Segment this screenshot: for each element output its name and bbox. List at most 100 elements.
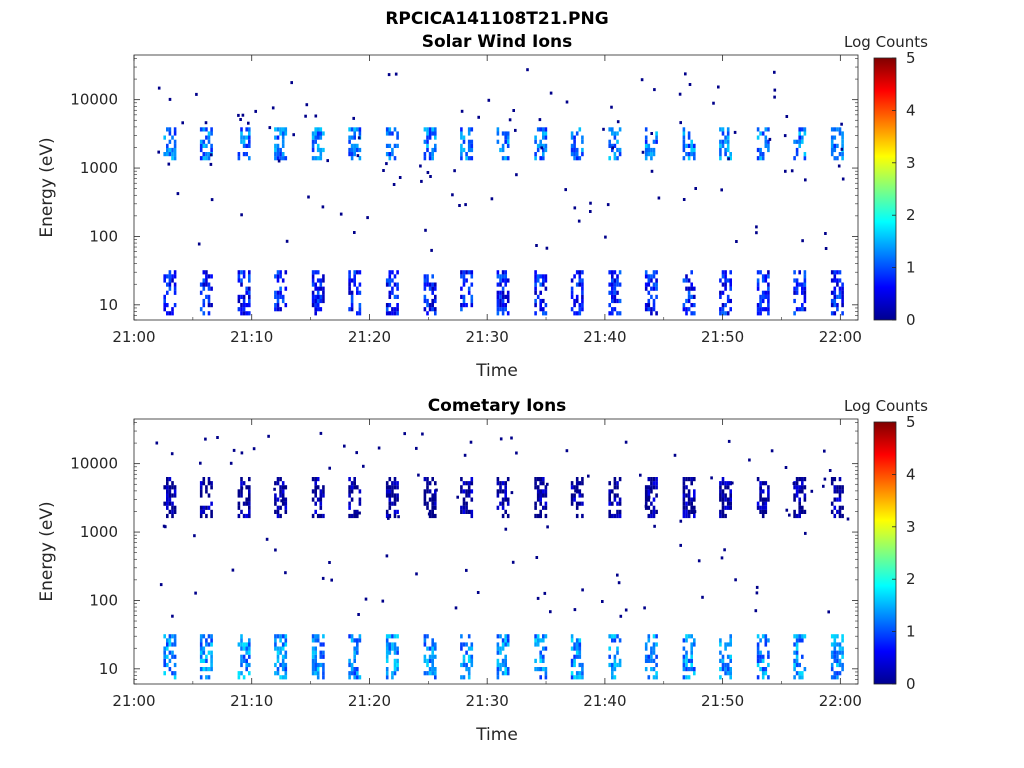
spectrogram-cell bbox=[168, 667, 172, 672]
spectrogram-cell bbox=[163, 671, 166, 676]
spectrogram-cell bbox=[719, 489, 722, 494]
spectrogram-cell bbox=[254, 109, 257, 113]
x-tick-label: 22:00 bbox=[819, 328, 862, 346]
x-tick-label: 21:00 bbox=[112, 692, 155, 710]
spectrogram-cell bbox=[506, 156, 510, 161]
spectrogram-cell bbox=[687, 307, 691, 312]
spectrogram-cell bbox=[279, 290, 282, 295]
spectrogram-cell bbox=[381, 599, 385, 603]
spectrogram-cell bbox=[504, 497, 507, 502]
spectrogram-cell bbox=[836, 278, 839, 283]
spectrogram-cell bbox=[822, 484, 825, 488]
spectrogram-cell bbox=[798, 509, 801, 514]
spectrogram-cell bbox=[276, 143, 280, 148]
spectrogram-cell bbox=[841, 139, 844, 144]
spectrogram-cell bbox=[644, 156, 648, 161]
spectrogram-cell bbox=[240, 489, 243, 494]
spectrogram-cell bbox=[542, 477, 545, 482]
spectrogram-cell bbox=[578, 307, 582, 312]
spectrogram-cell bbox=[534, 152, 537, 157]
spectrogram-cell bbox=[836, 156, 839, 161]
spectrogram-cell bbox=[281, 489, 285, 494]
spectrogram-cell bbox=[242, 139, 246, 144]
spectrogram-cell bbox=[764, 481, 768, 486]
spectrogram-cell bbox=[647, 282, 651, 287]
spectrogram-cell bbox=[274, 634, 277, 639]
spectrogram-cell bbox=[311, 497, 315, 502]
spectrogram-cell bbox=[462, 135, 466, 140]
spectrogram-cell bbox=[539, 282, 542, 287]
spectrogram-cell bbox=[650, 286, 653, 291]
spectrogram-cell bbox=[687, 493, 691, 498]
spectrogram-cell bbox=[731, 481, 734, 485]
spectrogram-cell bbox=[798, 662, 801, 668]
spectrogram-cell bbox=[830, 654, 834, 659]
spectrogram-cell bbox=[393, 642, 397, 647]
spectrogram-cell bbox=[319, 642, 323, 647]
spectrogram-cell bbox=[242, 642, 246, 647]
spectrogram-cell bbox=[693, 303, 696, 308]
spectrogram-cell bbox=[650, 646, 653, 651]
spectrogram-cell bbox=[764, 642, 768, 647]
spectrogram-cell bbox=[453, 169, 456, 173]
spectrogram-cell bbox=[536, 485, 540, 490]
spectrogram-cell bbox=[798, 127, 801, 132]
spectrogram-cell bbox=[202, 658, 206, 663]
spectrogram-cell bbox=[322, 278, 325, 283]
spectrogram-cell bbox=[841, 662, 844, 668]
spectrogram-cell bbox=[601, 600, 604, 603]
spectrogram-cell bbox=[729, 675, 732, 680]
spectrogram-cell bbox=[240, 270, 243, 275]
spectrogram-cell bbox=[470, 654, 474, 659]
spectrogram-cell bbox=[356, 286, 359, 291]
spectrogram-cell bbox=[652, 513, 656, 519]
spectrogram-cell bbox=[618, 152, 622, 157]
spectrogram-cell bbox=[544, 671, 548, 676]
spectrogram-cell bbox=[426, 501, 429, 506]
spectrogram-cell bbox=[841, 135, 844, 140]
spectrogram-cell bbox=[616, 481, 619, 486]
spectrogram-cell bbox=[204, 121, 208, 125]
spectrogram-cell bbox=[434, 671, 437, 676]
spectrogram-cell bbox=[281, 143, 285, 148]
spectrogram-cell bbox=[314, 127, 317, 132]
spectrogram-cell bbox=[465, 501, 468, 506]
spectrogram-cell bbox=[536, 477, 540, 482]
spectrogram-cell bbox=[210, 667, 213, 672]
spectrogram-cell bbox=[237, 493, 241, 498]
spectrogram-cell bbox=[581, 270, 584, 275]
spectrogram-cell bbox=[319, 662, 323, 668]
spectrogram-cell bbox=[385, 162, 388, 166]
spectrogram-cell bbox=[647, 290, 651, 295]
spectrogram-cell bbox=[163, 650, 166, 655]
spectrogram-cell bbox=[759, 654, 762, 659]
spectrogram-cell bbox=[173, 152, 177, 157]
spectrogram-cell bbox=[833, 286, 837, 291]
spectrogram-cell bbox=[207, 286, 211, 291]
spectrogram-cell bbox=[396, 485, 399, 490]
spectrogram-cell bbox=[761, 501, 765, 506]
spectrogram-cell bbox=[801, 286, 804, 291]
spectrogram-cell bbox=[756, 135, 760, 140]
spectrogram-cell bbox=[391, 642, 394, 647]
spectrogram-cell bbox=[793, 139, 796, 144]
spectrogram-cell bbox=[536, 143, 540, 148]
spectrogram-cell bbox=[534, 634, 537, 639]
spectrogram-cell bbox=[248, 143, 251, 148]
spectrogram-cell bbox=[426, 485, 429, 490]
spectrogram-cell bbox=[242, 311, 246, 316]
spectrogram-cell bbox=[652, 634, 656, 639]
spectrogram-cell bbox=[281, 501, 285, 506]
spectrogram-cell bbox=[644, 646, 648, 651]
spectrogram-cell bbox=[841, 152, 844, 157]
spectrogram-cell bbox=[388, 493, 392, 498]
spectrogram-cell bbox=[423, 139, 427, 144]
spectrogram-cell bbox=[168, 270, 172, 275]
spectrogram-cell bbox=[281, 298, 285, 304]
spectrogram-cell bbox=[616, 573, 619, 577]
spectrogram-cell bbox=[319, 156, 323, 161]
spectrogram-cell bbox=[207, 274, 211, 279]
spectrogram-cell bbox=[719, 497, 722, 502]
spectrogram-cell bbox=[793, 509, 796, 514]
spectrogram-cell bbox=[393, 650, 397, 655]
